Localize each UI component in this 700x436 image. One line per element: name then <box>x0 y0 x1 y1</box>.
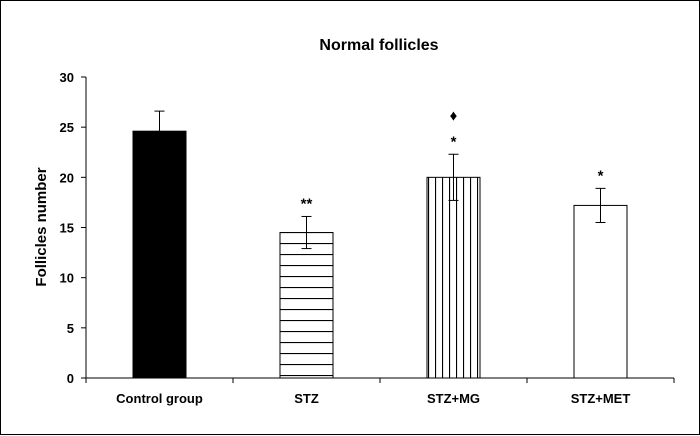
bar <box>573 204 628 379</box>
y-tick-label: 25 <box>60 120 74 135</box>
y-axis-label: Follicles number <box>33 167 50 286</box>
y-tick-label: 30 <box>60 70 74 85</box>
diamond-marker: ♦ <box>450 107 458 124</box>
chart-title: Normal follicles <box>319 37 438 54</box>
bar <box>279 232 334 379</box>
labels: 0 5 10 15 20 25 30 Control group STZ ** STZ+MG * STZ… <box>60 70 631 406</box>
significance-marker: * <box>598 167 604 184</box>
significance-marker: * <box>451 133 457 150</box>
category-label: Control group <box>116 391 203 406</box>
bar <box>426 176 481 379</box>
y-tick-label: 20 <box>60 170 74 185</box>
y-tick-label: 15 <box>60 221 74 236</box>
category-label: STZ+MG <box>427 391 480 406</box>
y-tick-label: 5 <box>67 321 74 336</box>
y-tick-label: 10 <box>60 271 74 286</box>
y-tick-label: 0 <box>67 371 74 386</box>
category-label: STZ+MET <box>571 391 631 406</box>
significance-marker: ** <box>301 195 313 212</box>
bars <box>132 110 628 379</box>
category-label: STZ <box>294 391 319 406</box>
bar <box>132 130 187 379</box>
